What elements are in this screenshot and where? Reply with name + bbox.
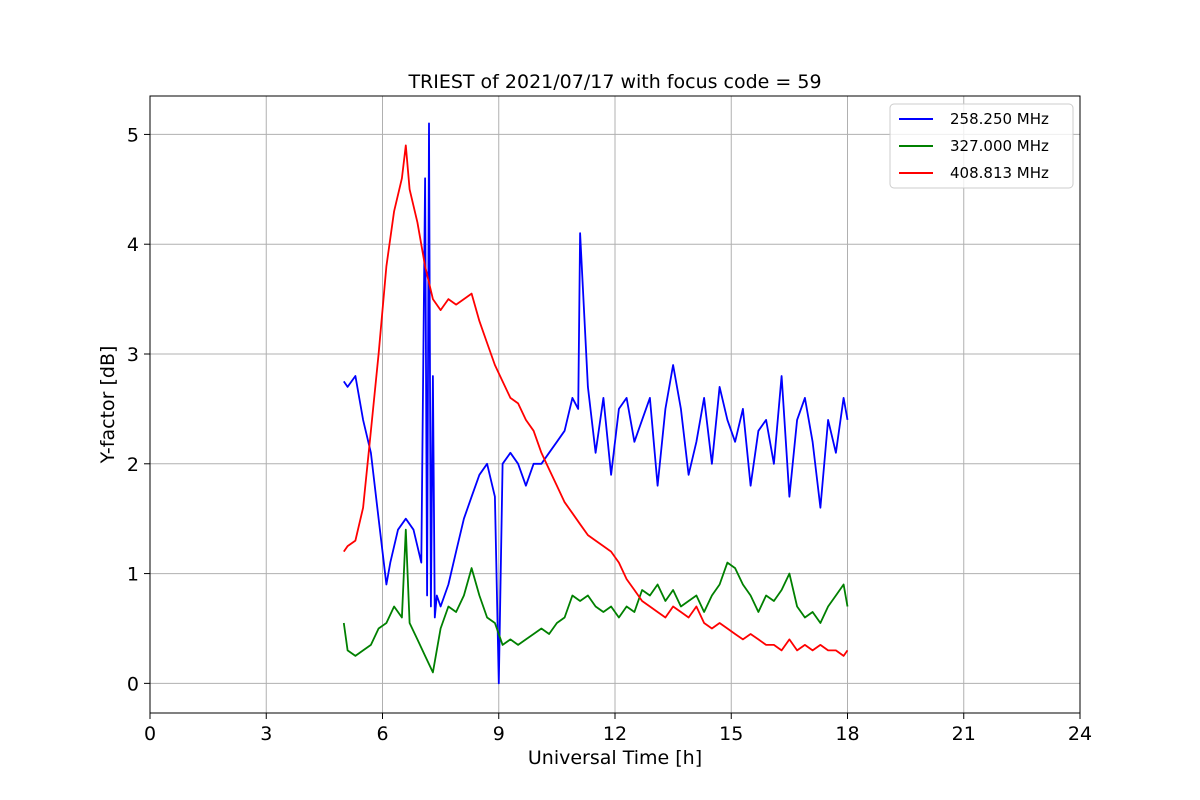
legend: 258.250 MHz 327.000 MHz 408.813 MHz	[889, 103, 1074, 189]
y-tick-label-3: 3	[127, 344, 139, 366]
legend-box	[889, 103, 1074, 189]
x-tick-label-12: 12	[603, 723, 627, 745]
x-tick-label-21: 21	[952, 723, 976, 745]
y-tick-label-1: 1	[127, 564, 139, 586]
series-line-408-813-MHz	[343, 144, 849, 657]
chart-title: TRIEST of 2021/07/17 with focus code = 5…	[407, 71, 821, 93]
legend-label-258-250: 258.250 MHz	[950, 110, 1049, 128]
x-tick-label-9: 9	[493, 723, 505, 745]
x-tick-label-3: 3	[260, 723, 272, 745]
series-line-258-250-MHz	[343, 122, 849, 685]
x-axis-label: Universal Time [h]	[528, 747, 702, 769]
y-tick-label-2: 2	[127, 454, 139, 476]
legend-label-408-813: 408.813 MHz	[950, 164, 1049, 182]
x-tick-label-6: 6	[376, 723, 388, 745]
series-line-327-000-MHz	[342, 528, 849, 674]
x-tick-label-0: 0	[144, 723, 156, 745]
x-tick-label-15: 15	[719, 723, 743, 745]
y-tick-label-4: 4	[127, 234, 139, 256]
y-axis-label: Y-factor [dB]	[97, 346, 119, 465]
y-tick-label-0: 0	[127, 673, 139, 695]
series-lines	[342, 122, 849, 685]
x-tick-label-18: 18	[835, 723, 859, 745]
legend-label-327-000: 327.000 MHz	[950, 137, 1049, 155]
x-tick-label-24: 24	[1068, 723, 1092, 745]
y-tick-label-5: 5	[127, 124, 139, 146]
